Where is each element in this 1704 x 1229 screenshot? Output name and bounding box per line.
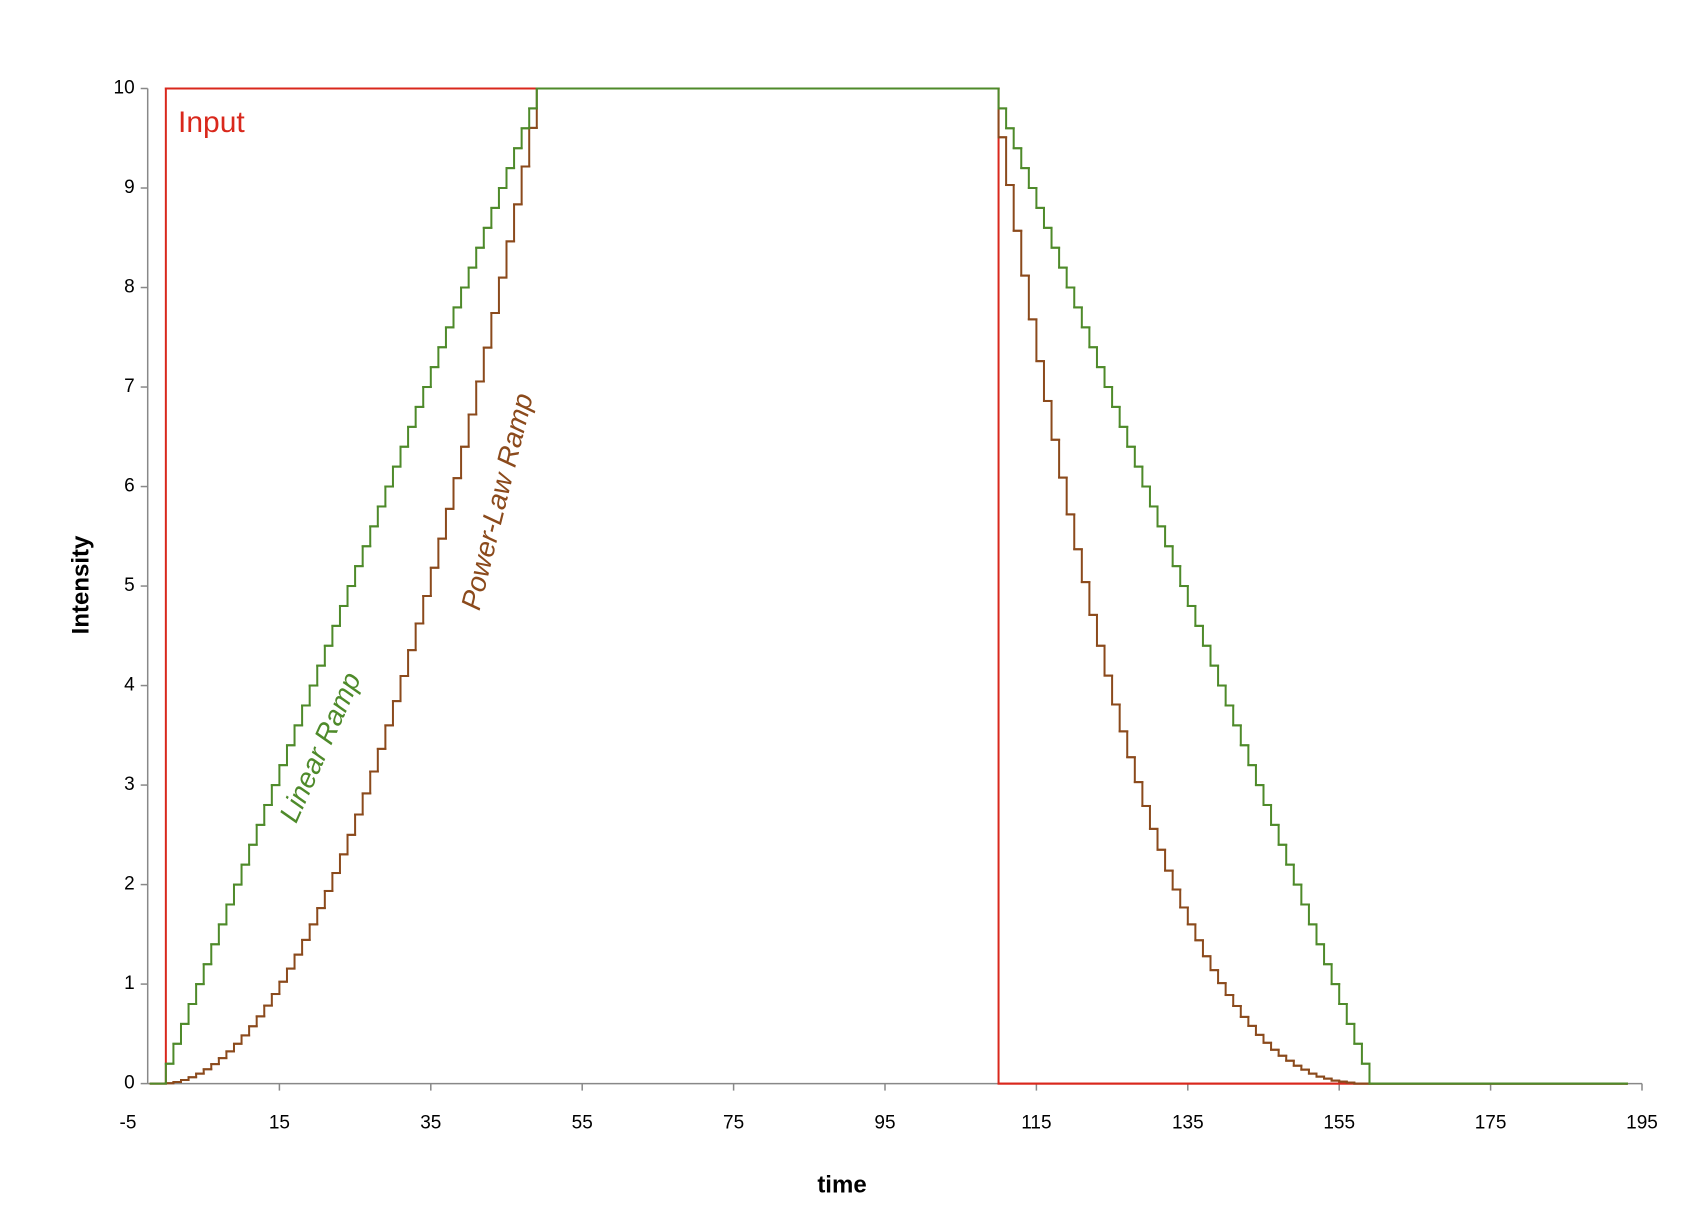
y-tick-label: 7 (124, 376, 135, 397)
x-axis-title: time (817, 1171, 866, 1198)
y-tick-label: 3 (124, 774, 135, 795)
y-tick-label: 8 (124, 277, 135, 298)
x-tick-label: 115 (1021, 1113, 1051, 1134)
x-tick-label: 15 (269, 1113, 290, 1134)
x-tick-label: -5 (120, 1113, 137, 1134)
series-label: Input (178, 106, 245, 139)
x-tick-label: 195 (1626, 1113, 1658, 1134)
y-tick-label: 2 (124, 874, 135, 895)
x-tick-label: 35 (420, 1113, 441, 1134)
x-tick-label: 95 (874, 1113, 895, 1134)
step-riser (164, 87, 1627, 1085)
y-tick-label: 10 (114, 78, 135, 99)
x-tick-label: 55 (572, 1113, 593, 1134)
y-tick-label: 1 (124, 973, 135, 994)
y-axis-title: Intensity (67, 535, 94, 634)
y-tick-label: 5 (124, 575, 135, 596)
y-tick-label: 9 (124, 177, 135, 198)
x-tick-label: 175 (1475, 1113, 1507, 1134)
y-tick-label: 4 (124, 675, 135, 696)
x-tick-label: 135 (1172, 1113, 1204, 1134)
step-riser (164, 87, 1627, 1085)
x-tick-label: 155 (1323, 1113, 1355, 1134)
step-riser (164, 87, 1627, 1085)
series-label: Power-Law Ramp (455, 390, 539, 613)
y-tick-label: 0 (124, 1073, 135, 1094)
y-tick-label: 6 (124, 476, 135, 497)
x-tick-label: 75 (723, 1113, 744, 1134)
